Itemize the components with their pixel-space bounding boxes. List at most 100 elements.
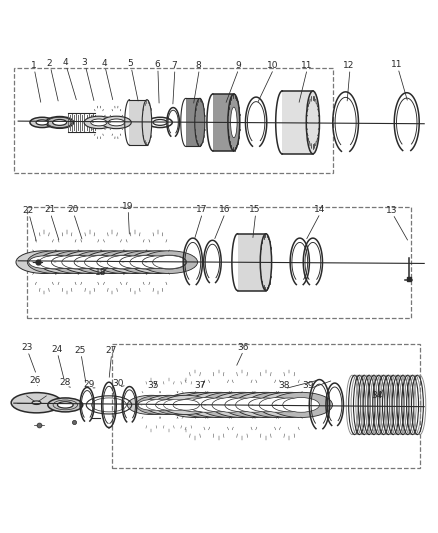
Ellipse shape	[223, 392, 286, 417]
Text: 38: 38	[278, 381, 290, 390]
Text: 10: 10	[267, 61, 279, 70]
Text: 13: 13	[386, 206, 398, 215]
Ellipse shape	[258, 392, 321, 417]
Ellipse shape	[188, 398, 225, 412]
Text: 9: 9	[235, 61, 240, 70]
Ellipse shape	[231, 107, 237, 138]
Text: 20: 20	[67, 205, 78, 214]
Polygon shape	[186, 99, 200, 147]
Bar	[27, 207, 411, 318]
Text: 3: 3	[81, 58, 88, 67]
Text: 1: 1	[31, 61, 36, 70]
Ellipse shape	[107, 251, 163, 273]
Ellipse shape	[152, 255, 186, 269]
Ellipse shape	[74, 256, 106, 269]
Text: 34: 34	[371, 391, 383, 400]
Ellipse shape	[270, 392, 332, 417]
Ellipse shape	[162, 395, 210, 415]
Ellipse shape	[11, 393, 62, 413]
Ellipse shape	[138, 400, 165, 410]
Text: 35: 35	[147, 381, 159, 390]
Ellipse shape	[146, 399, 174, 410]
Text: 2: 2	[47, 59, 53, 68]
Ellipse shape	[211, 392, 274, 417]
Text: 12: 12	[343, 61, 355, 70]
Ellipse shape	[236, 398, 272, 412]
Ellipse shape	[91, 119, 107, 126]
Text: 37: 37	[194, 381, 205, 390]
Ellipse shape	[155, 400, 182, 410]
Ellipse shape	[130, 251, 186, 273]
Ellipse shape	[27, 251, 84, 273]
Ellipse shape	[85, 255, 118, 269]
Ellipse shape	[107, 255, 141, 269]
Text: 4: 4	[63, 58, 68, 67]
Ellipse shape	[29, 256, 60, 269]
Ellipse shape	[259, 398, 296, 412]
Ellipse shape	[306, 91, 319, 154]
Ellipse shape	[225, 398, 259, 412]
Ellipse shape	[97, 256, 128, 269]
Polygon shape	[213, 94, 234, 151]
Ellipse shape	[173, 400, 199, 410]
Ellipse shape	[178, 398, 212, 412]
Ellipse shape	[16, 251, 73, 273]
Text: 11: 11	[300, 61, 312, 70]
Text: 11: 11	[392, 60, 403, 69]
Ellipse shape	[73, 251, 130, 273]
Ellipse shape	[248, 398, 283, 412]
Text: 25: 25	[74, 346, 86, 355]
Text: 23: 23	[21, 343, 32, 352]
Ellipse shape	[145, 395, 193, 415]
Ellipse shape	[53, 119, 67, 125]
Text: 22: 22	[23, 206, 34, 215]
Polygon shape	[237, 234, 266, 290]
Ellipse shape	[84, 116, 114, 128]
Ellipse shape	[118, 251, 175, 273]
Text: 24: 24	[51, 345, 62, 354]
Ellipse shape	[272, 398, 307, 412]
Ellipse shape	[195, 99, 205, 147]
Ellipse shape	[48, 398, 83, 412]
Ellipse shape	[283, 398, 319, 412]
Ellipse shape	[141, 251, 198, 273]
Ellipse shape	[228, 94, 240, 151]
Bar	[112, 344, 420, 468]
Ellipse shape	[36, 120, 48, 125]
Text: 27: 27	[105, 346, 117, 355]
Text: 4: 4	[101, 59, 107, 68]
Ellipse shape	[57, 402, 73, 408]
Ellipse shape	[61, 251, 118, 273]
Ellipse shape	[39, 255, 72, 269]
Ellipse shape	[62, 255, 95, 269]
Polygon shape	[130, 100, 147, 145]
Ellipse shape	[136, 395, 184, 415]
Text: 17: 17	[196, 205, 207, 214]
Ellipse shape	[153, 395, 201, 415]
Text: 28: 28	[60, 378, 71, 387]
Text: 36: 36	[237, 343, 248, 352]
Text: 19: 19	[122, 202, 133, 211]
Text: 15: 15	[249, 205, 261, 214]
Text: 26: 26	[29, 376, 40, 384]
Ellipse shape	[127, 395, 175, 415]
Ellipse shape	[50, 251, 107, 273]
Text: 5: 5	[127, 59, 133, 68]
Ellipse shape	[30, 117, 54, 127]
Text: 21: 21	[44, 205, 55, 214]
Ellipse shape	[201, 398, 236, 412]
Polygon shape	[283, 91, 313, 154]
Text: 14: 14	[314, 205, 325, 214]
Ellipse shape	[234, 392, 297, 417]
Text: 29: 29	[84, 380, 95, 389]
Text: 16: 16	[219, 205, 230, 214]
Text: 39: 39	[303, 381, 314, 390]
Ellipse shape	[142, 100, 152, 145]
Ellipse shape	[84, 251, 141, 273]
Ellipse shape	[153, 119, 167, 125]
Ellipse shape	[102, 116, 131, 128]
Ellipse shape	[260, 234, 272, 290]
Text: 8: 8	[196, 61, 201, 70]
Ellipse shape	[51, 256, 83, 269]
Bar	[14, 68, 332, 173]
